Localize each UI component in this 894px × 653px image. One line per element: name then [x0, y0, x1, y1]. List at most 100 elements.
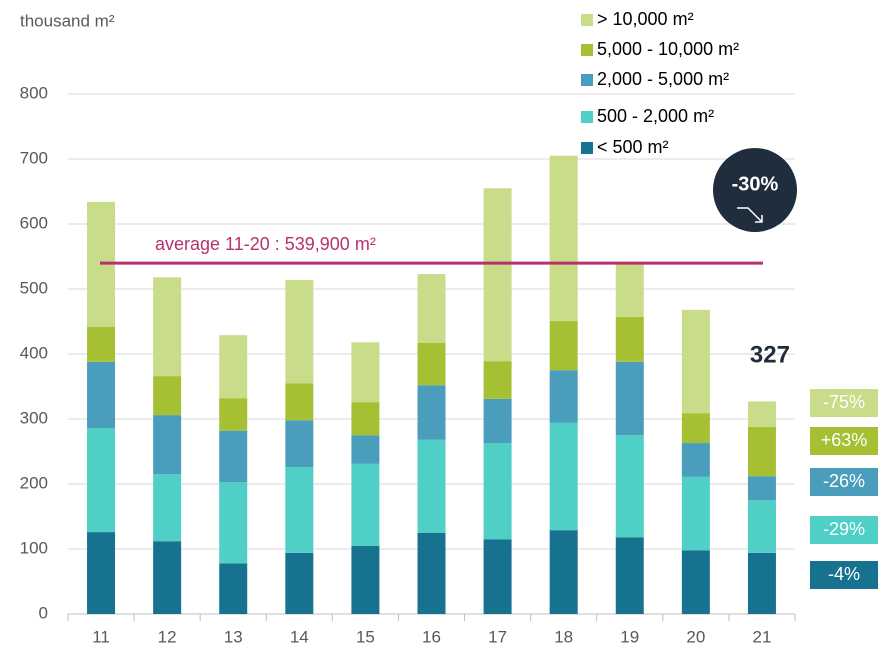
y-tick-label: 200	[20, 473, 48, 492]
bar-segment	[681, 443, 710, 477]
bar-segment	[87, 532, 116, 614]
bar-segment	[615, 316, 644, 362]
bar-segment	[219, 563, 248, 614]
x-tick-label: 14	[290, 627, 309, 646]
bar-segment	[219, 335, 248, 399]
legend-swatch	[581, 14, 593, 26]
legend-swatch	[581, 74, 593, 86]
bar-segment	[483, 539, 512, 614]
bar-segment	[219, 482, 248, 564]
legend-label: > 10,000 m²	[597, 9, 694, 29]
bar-segment	[681, 309, 710, 414]
bar-segment	[549, 422, 578, 531]
bar-segment	[549, 155, 578, 321]
badge-text: -30%	[732, 173, 779, 195]
legend-label: 5,000 - 10,000 m²	[597, 39, 739, 59]
change-badge	[810, 468, 878, 496]
change-badge	[810, 389, 878, 417]
bar-segment	[417, 385, 446, 440]
change-label: -26%	[823, 471, 865, 491]
bar-segment	[351, 545, 380, 614]
bar-segment	[417, 342, 446, 386]
bar-segment	[681, 476, 710, 551]
bar-segment	[153, 415, 182, 475]
bar-segment	[153, 376, 182, 416]
bar-segment	[747, 476, 776, 501]
bar-segment	[285, 383, 314, 421]
change-label: +63%	[821, 430, 868, 450]
bar-segment	[417, 532, 446, 614]
x-tick-label: 21	[752, 627, 771, 646]
average-label: average 11-20 : 539,900 m²	[155, 234, 376, 254]
y-tick-label: 400	[20, 343, 48, 362]
change-label: -75%	[823, 392, 865, 412]
y-tick-label: 600	[20, 213, 48, 232]
total-label: 327	[750, 341, 790, 368]
change-badge	[810, 561, 878, 589]
y-tick-label: 800	[20, 83, 48, 102]
y-tick-label: 100	[20, 538, 48, 557]
change-badge-circle: -30%	[713, 148, 797, 232]
bar-segment	[351, 402, 380, 436]
legend-swatch	[581, 142, 593, 154]
bar-segment	[417, 274, 446, 343]
bar-segment	[483, 398, 512, 444]
bar-segment	[153, 474, 182, 542]
x-tick-label: 12	[158, 627, 177, 646]
y-tick-label: 500	[20, 278, 48, 297]
bar-segment	[615, 537, 644, 614]
bar-segment	[483, 188, 512, 362]
bar-segment	[351, 435, 380, 464]
bar-segment	[747, 500, 776, 553]
legend-label: 2,000 - 5,000 m²	[597, 69, 729, 89]
badge-arrow	[737, 207, 763, 223]
bar-segment	[747, 426, 776, 477]
x-tick-label: 17	[488, 627, 507, 646]
change-label: -4%	[828, 564, 860, 584]
bar-segment	[351, 463, 380, 546]
bar-segment	[87, 361, 116, 429]
bar-segment	[681, 413, 710, 444]
bar-segment	[285, 279, 314, 384]
change-badge	[810, 516, 878, 544]
bar-segment	[615, 264, 644, 317]
bar-segment	[87, 326, 116, 362]
legend-label: < 500 m²	[597, 137, 669, 157]
bar-segment	[483, 443, 512, 540]
x-tick-label: 20	[686, 627, 705, 646]
x-tick-label: 19	[620, 627, 639, 646]
x-tick-label: 13	[224, 627, 243, 646]
bar-segment	[549, 320, 578, 371]
x-tick-label: 16	[422, 627, 441, 646]
bar-segment	[285, 420, 314, 468]
x-tick-label: 11	[92, 627, 110, 646]
legend-label: 500 - 2,000 m²	[597, 106, 714, 126]
x-tick-label: 18	[554, 627, 573, 646]
bar-segment	[615, 361, 644, 436]
bar-segment	[285, 467, 314, 553]
bar-segment	[549, 370, 578, 423]
bar-segment	[747, 552, 776, 614]
bar-segment	[483, 361, 512, 399]
bar-segment	[153, 541, 182, 614]
y-axis-label: thousand m²	[20, 11, 115, 30]
legend-swatch	[581, 111, 593, 123]
bar-segment	[153, 277, 182, 377]
bar-segment	[747, 401, 776, 427]
change-badge	[810, 427, 878, 455]
legend-swatch	[581, 44, 593, 56]
badge-circle	[713, 148, 797, 232]
y-tick-label: 300	[20, 408, 48, 427]
bar-segment	[615, 435, 644, 538]
y-tick-label: 700	[20, 148, 48, 167]
bar-segment	[681, 550, 710, 614]
bar-segment	[351, 342, 380, 403]
x-tick-label: 15	[356, 627, 375, 646]
change-label: -29%	[823, 519, 865, 539]
y-tick-label: 0	[39, 603, 48, 622]
bar-segment	[285, 552, 314, 614]
bar-segment	[87, 428, 116, 533]
bar-segment	[549, 530, 578, 614]
bar-segment	[219, 398, 248, 431]
